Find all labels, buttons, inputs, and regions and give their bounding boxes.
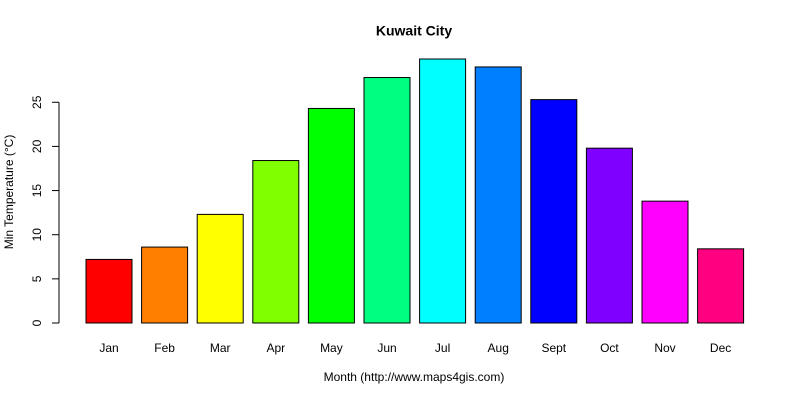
- y-tick-label: 15: [30, 184, 44, 198]
- y-tick-label: 10: [30, 228, 44, 242]
- bar: [307, 107, 355, 324]
- x-tick-label: Jun: [377, 341, 396, 355]
- x-tick-label: Jan: [99, 341, 118, 355]
- bar: [85, 258, 133, 324]
- chart-title: Kuwait City: [376, 23, 452, 39]
- x-tick-label: Jul: [435, 341, 450, 355]
- x-tick-label: May: [320, 341, 343, 355]
- bar: [585, 147, 633, 324]
- x-tick-label: Oct: [600, 341, 619, 355]
- bar: [363, 77, 411, 324]
- y-tick-label: 20: [30, 139, 44, 153]
- bar: [252, 160, 300, 324]
- bar: [530, 99, 578, 324]
- bar: [641, 200, 689, 324]
- bar: [141, 246, 189, 324]
- y-tick-label: 25: [30, 95, 44, 109]
- bar: [474, 66, 522, 324]
- x-tick-label: Mar: [210, 341, 231, 355]
- bar: [697, 248, 745, 324]
- y-axis-label: Min Temperature (°C): [2, 135, 16, 250]
- bar: [419, 58, 467, 324]
- x-tick-label: Sept: [541, 341, 566, 355]
- x-tick-label: Feb: [154, 341, 175, 355]
- x-tick-label: Apr: [266, 341, 285, 355]
- bar: [196, 213, 244, 324]
- y-tick-label: 0: [30, 319, 44, 326]
- x-tick-label: Dec: [710, 341, 731, 355]
- x-tick-label: Aug: [488, 341, 509, 355]
- y-tick-label: 5: [30, 275, 44, 282]
- x-axis-label: Month (http://www.maps4gis.com): [324, 370, 505, 384]
- x-tick-label: Nov: [654, 341, 675, 355]
